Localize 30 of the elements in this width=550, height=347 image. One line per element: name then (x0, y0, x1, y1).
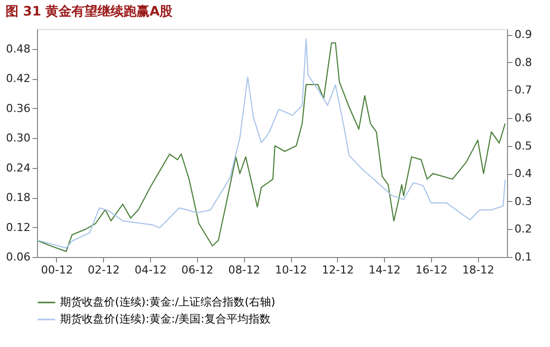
x-tick-label: 16-12 (416, 264, 448, 276)
x-tick-label: 00-12 (40, 264, 73, 276)
y2-tick-label: 0.1 (514, 250, 532, 264)
y2-tick-label: 0.9 (514, 28, 532, 42)
chart-title: 图 31 黄金有望继续跑赢A股 (6, 4, 174, 20)
legend-label: 期货收盘价(连续):黄金:/上证综合指数(右轴) (60, 296, 276, 308)
y-tick-label: 0.30 (6, 132, 30, 145)
y2-tick-label: 0.7 (514, 84, 532, 97)
x-tick-label: 04-12 (134, 264, 167, 276)
x-tick-label: 10-12 (275, 264, 308, 276)
y2-tick-label: 0.4 (514, 167, 532, 180)
y-tick-label: 0.48 (6, 42, 30, 56)
y-tick-label: 0.06 (6, 250, 30, 264)
y-tick-label: 0.24 (6, 161, 30, 174)
y-tick-label: 0.18 (6, 191, 30, 204)
y2-tick-label: 0.2 (514, 222, 532, 236)
y2-tick-label: 0.6 (514, 111, 532, 124)
legend-label: 期货收盘价(连续):黄金:/美国:复合平均指数 (60, 312, 270, 326)
y-tick-label: 0.36 (6, 102, 30, 115)
x-tick-label: 12-12 (322, 264, 354, 276)
x-tick-label: 02-12 (88, 264, 120, 276)
x-tick-label: 18-12 (462, 264, 494, 276)
x-tick-label: 08-12 (228, 264, 260, 276)
x-tick-label: 06-12 (181, 264, 214, 276)
x-tick-label: 14-12 (368, 264, 401, 276)
y2-tick-label: 0.3 (514, 194, 532, 208)
y2-tick-label: 0.8 (514, 56, 532, 69)
y-tick-label: 0.12 (6, 220, 30, 234)
y-tick-label: 0.42 (6, 72, 30, 86)
y2-tick-label: 0.5 (514, 139, 532, 152)
